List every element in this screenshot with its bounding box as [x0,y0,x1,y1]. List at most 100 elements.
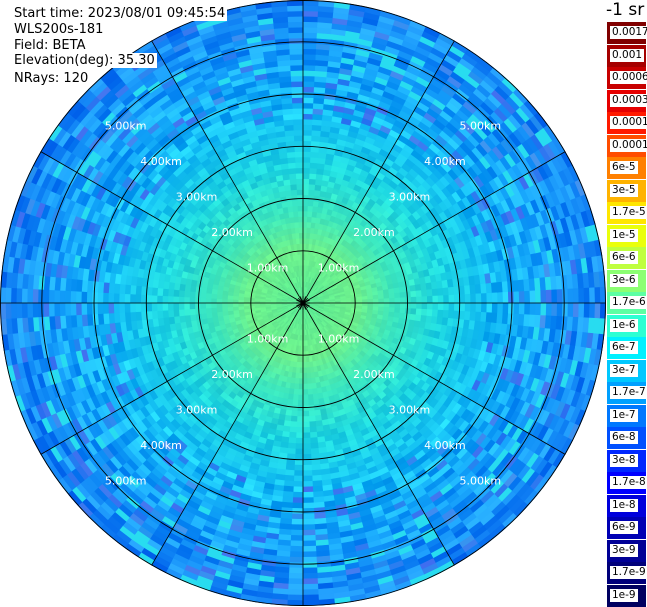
scan-cell [394,307,401,314]
scan-cell [172,302,180,311]
scan-cell [86,302,93,315]
scan-cell [292,394,299,401]
scan-cell [431,288,439,297]
scan-cell [302,497,314,504]
scan-cell [302,91,315,99]
scan-cell [289,172,297,180]
scan-cell [474,283,482,295]
scan-cell [302,118,313,126]
scan-cell [302,399,309,407]
scan-cell [302,216,308,223]
scan-cell [292,497,304,504]
scan-cell [189,308,196,316]
scan-cell [372,298,380,304]
scan-cell [311,135,321,142]
scan-cell [226,302,234,308]
scan-cell [302,507,315,515]
scan-cell [80,302,88,315]
scan-cell [388,293,396,299]
scan-cell [297,399,304,407]
scan-cell [313,404,321,411]
scan-cell [443,302,450,311]
scan-cell [295,437,304,445]
scan-cell [135,285,142,295]
scan-cell [172,309,180,317]
scan-cell [302,378,308,385]
scan-cell [292,113,304,120]
scan-cell [285,195,293,202]
scan-cell [194,302,201,310]
scan-cell [311,382,317,390]
scan-cell [286,447,296,455]
scan-data-cells [0,0,606,606]
scan-cell [302,362,307,369]
scan-cell [107,292,115,304]
scan-cell [298,367,304,374]
scan-cell [183,290,191,298]
scan-cell [284,469,295,477]
scan-cell [302,80,315,88]
scan-cell [302,502,315,509]
scan-cell [299,243,304,250]
scan-cell [290,410,298,417]
scan-cell [415,290,423,298]
scan-cell [283,474,295,482]
scan-cell [129,311,137,322]
scan-cell [302,421,310,428]
scan-cell [302,107,314,115]
scan-cell [299,248,304,255]
scan-cell [309,172,317,180]
scan-cell [296,183,304,190]
scan-cell [302,356,307,363]
scan-cell [308,404,315,412]
scan-cell [194,308,202,315]
scan-cell [129,302,136,313]
scan-cell [295,443,304,450]
scan-cell [447,286,455,296]
scan-cell [302,226,308,234]
scan-cell [389,302,396,309]
scan-cell [183,302,190,310]
scan-cell [302,172,311,180]
scan-cell [432,302,439,311]
scan-cell [285,464,295,471]
scan-cell [178,308,185,317]
scan-cell [470,293,477,304]
scan-cell [361,295,369,301]
scan-cell [294,151,304,158]
scan-cell [388,288,395,295]
scan-cell [295,237,301,245]
scan-cell [351,299,358,304]
scan-cell [458,310,466,321]
scan-cell [302,437,311,445]
scan-cell [308,415,316,423]
scan-cell [232,306,239,311]
scan-cell [189,302,196,310]
scan-cell [291,86,304,93]
scan-cell [91,302,99,315]
scan-cell [307,199,315,207]
scan-cell [309,437,319,444]
scan-cell [232,302,239,308]
scan-cell [289,216,295,224]
scan-cell [448,302,455,312]
scan-cell [459,302,466,312]
scan-cell [311,469,322,477]
scan-cell [302,199,309,207]
scan-cell [298,378,304,385]
scan-cell [475,293,482,304]
scan-cell [291,399,299,407]
scan-cell [151,286,159,296]
scan-cell [288,211,295,218]
scan-cell [302,156,311,163]
scan-cell [205,297,212,304]
scan-cell [288,431,297,439]
scan-cell [308,410,316,417]
scan-cell [302,151,312,158]
scan-cell [289,178,298,185]
scan-cell [296,194,304,201]
scan-cell [382,289,390,295]
scan-cell [295,426,304,434]
scan-cell [367,295,374,300]
scan-cell [167,309,175,318]
